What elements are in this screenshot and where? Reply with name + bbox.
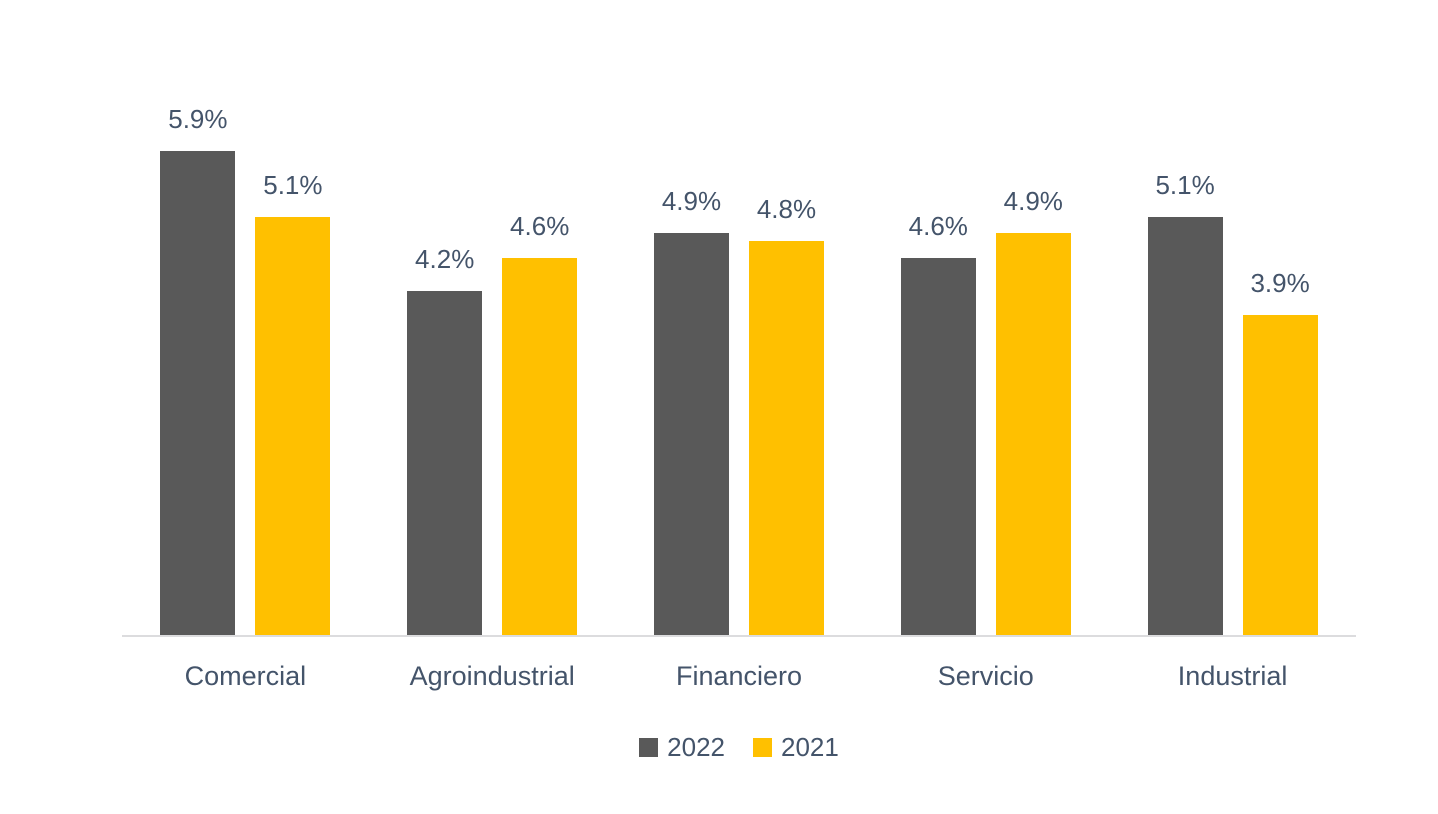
bar-wrap-2021-financiero: 4.8% [748, 194, 824, 635]
category-axis: Comercial Agroindustrial Financiero Servici… [122, 661, 1356, 692]
category-label-industrial: Industrial [1177, 661, 1288, 691]
category-label-agroindustrial: Agroindustrial [409, 661, 575, 691]
legend-swatch-icon [753, 738, 772, 757]
bar-2021-servicio [995, 233, 1071, 635]
legend-item-2022: 2022 [639, 732, 725, 763]
bar-wrap-2021-industrial: 3.9% [1242, 268, 1318, 635]
data-label: 4.6% [510, 211, 570, 241]
bar-2021-industrial [1242, 315, 1318, 635]
bar-group-industrial: 5.1% 3.9% [1110, 170, 1356, 635]
legend-label: 2022 [667, 732, 725, 762]
bar-group-servicio: 4.6% 4.9% [863, 186, 1109, 635]
bar-2022-servicio [900, 258, 976, 635]
data-label: 5.1% [1155, 170, 1215, 200]
bar-2021-agroindustrial [502, 258, 578, 635]
bar-2021-financiero [748, 241, 824, 635]
bar-2022-industrial [1147, 217, 1223, 635]
bar-wrap-2022-comercial: 5.9% [160, 104, 236, 635]
data-label: 4.9% [661, 186, 722, 216]
category-label-comercial: Comercial [184, 661, 307, 691]
bar-2022-comercial [160, 151, 236, 635]
data-label: 5.9% [168, 104, 228, 134]
bar-wrap-2021-comercial: 5.1% [255, 170, 331, 635]
legend: 2022 2021 [122, 732, 1356, 763]
bar-wrap-2022-industrial: 5.1% [1147, 170, 1223, 635]
legend-item-2021: 2021 [753, 732, 839, 763]
data-label: 3.9% [1250, 268, 1310, 298]
bar-group-comercial: 5.9% 5.1% [122, 104, 368, 635]
legend-label: 2021 [781, 732, 839, 762]
data-label: 4.6% [908, 211, 968, 241]
data-label: 4.9% [1003, 186, 1063, 216]
legend-swatch-icon [639, 738, 659, 757]
bar-wrap-2021-servicio: 4.9% [995, 186, 1071, 635]
data-label: 4.8% [756, 194, 817, 224]
category-label-financiero: Financiero [675, 661, 803, 691]
bar-2022-agroindustrial [407, 291, 483, 635]
data-label: 5.1% [263, 170, 323, 200]
bar-wrap-2022-financiero: 4.9% [653, 186, 729, 635]
bar-wrap-2022-servicio: 4.6% [900, 211, 976, 635]
plot-area: 5.9% 5.1% 4.2% 4.6% 4.9% 4.8% 4.6% 4.9% 5.1% 3.9% [122, 0, 1356, 637]
bar-group-agroindustrial: 4.2% 4.6% [369, 211, 615, 635]
category-label-servicio: Servicio [937, 661, 1034, 691]
data-label: 4.2% [415, 244, 475, 274]
bar-2021-comercial [255, 217, 331, 635]
bar-2022-financiero [653, 233, 729, 635]
bar-wrap-2021-agroindustrial: 4.6% [502, 211, 578, 635]
bar-chart: 5.9% 5.1% 4.2% 4.6% 4.9% 4.8% 4.6% 4.9% 5.1% 3.9%… [122, 0, 1356, 800]
bar-group-financiero: 4.9% 4.8% [616, 186, 862, 635]
bar-wrap-2022-agroindustrial: 4.2% [407, 244, 483, 635]
